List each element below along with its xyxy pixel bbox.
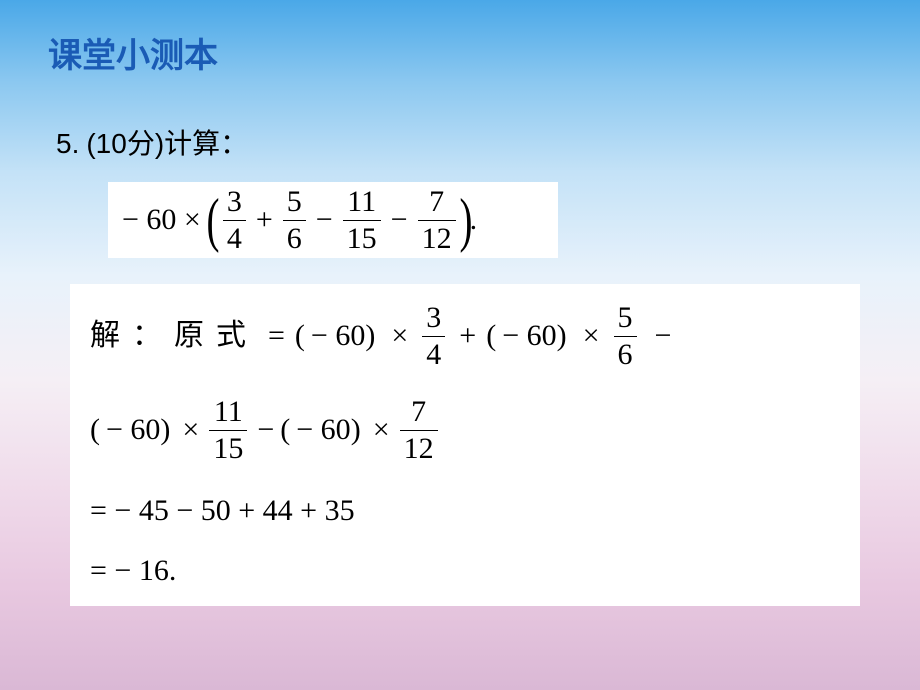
denominator: 4 xyxy=(422,336,445,371)
solution-line-4: = − 16. xyxy=(90,550,840,592)
paren-close: ) xyxy=(160,409,176,451)
large-paren-left: ( xyxy=(206,190,219,250)
numerator: 5 xyxy=(614,302,637,336)
denominator: 12 xyxy=(418,220,456,255)
numerator: 3 xyxy=(422,302,445,336)
op-plus: + xyxy=(256,203,273,237)
fraction: 5 6 xyxy=(614,302,637,370)
equals: = xyxy=(268,315,285,357)
denominator: 12 xyxy=(400,430,438,465)
numerator: 5 xyxy=(283,186,306,220)
times: × xyxy=(391,315,408,357)
group-value: − 60 xyxy=(106,409,160,451)
minus: − xyxy=(257,409,274,451)
fraction: 3 4 xyxy=(223,186,246,254)
plus: + xyxy=(459,315,476,357)
paren-open: ( xyxy=(90,409,106,451)
question-header: 5. (10分)计算： xyxy=(56,122,248,162)
final-result: = − 16. xyxy=(90,550,176,592)
denominator: 15 xyxy=(209,430,247,465)
times: × xyxy=(373,409,390,451)
denominator: 6 xyxy=(614,336,637,371)
trailing-minus: − xyxy=(655,315,672,357)
numerator: 7 xyxy=(425,186,448,220)
numerator: 7 xyxy=(407,396,430,430)
paren-open: ( xyxy=(295,315,311,357)
group-value: − 60 xyxy=(502,315,556,357)
question-points: (10分) xyxy=(86,128,164,159)
fraction: 11 15 xyxy=(343,186,381,254)
numerator: 3 xyxy=(223,186,246,220)
paren-open: ( xyxy=(280,409,296,451)
fraction: 7 12 xyxy=(400,396,438,464)
solution-prefix: 解：原式 xyxy=(90,315,258,357)
expression-box: − 60 × ( 3 4 + 5 6 − 11 15 − 7 12 ) . xyxy=(108,182,558,258)
denominator: 6 xyxy=(283,220,306,255)
denominator: 15 xyxy=(343,220,381,255)
page-title: 课堂小测本 xyxy=(48,28,218,77)
op-minus: − xyxy=(316,203,333,237)
solution-line-3: = − 45 − 50 + 44 + 35 xyxy=(90,490,840,532)
paren-close: ) xyxy=(557,315,573,357)
fraction: 7 12 xyxy=(418,186,456,254)
paren-close: ) xyxy=(365,315,381,357)
large-paren-right: ) xyxy=(459,190,472,250)
solution-box: 解：原式 = ( − 60 ) × 3 4 + ( − 60 ) × 5 6 −… xyxy=(70,284,860,606)
solution-line-1: 解：原式 = ( − 60 ) × 3 4 + ( − 60 ) × 5 6 − xyxy=(90,302,840,370)
question-number: 5. xyxy=(56,128,79,159)
solution-line-2: ( − 60) × 11 15 − ( − 60) × 7 12 xyxy=(90,396,840,464)
fraction: 11 15 xyxy=(209,396,247,464)
times: × xyxy=(583,315,600,357)
times: × xyxy=(182,409,199,451)
numerator: 11 xyxy=(210,396,247,430)
result-step: = − 45 − 50 + 44 + 35 xyxy=(90,490,355,532)
paren-close: ) xyxy=(351,409,367,451)
op-minus: − xyxy=(391,203,408,237)
fraction: 3 4 xyxy=(422,302,445,370)
question-label: 计算： xyxy=(164,129,248,160)
paren-open: ( xyxy=(486,315,502,357)
numerator: 11 xyxy=(343,186,380,220)
denominator: 4 xyxy=(223,220,246,255)
fraction: 5 6 xyxy=(283,186,306,254)
group-value: − 60 xyxy=(311,315,365,357)
group-value: − 60 xyxy=(296,409,350,451)
expr-lead: − 60 × xyxy=(122,203,201,237)
